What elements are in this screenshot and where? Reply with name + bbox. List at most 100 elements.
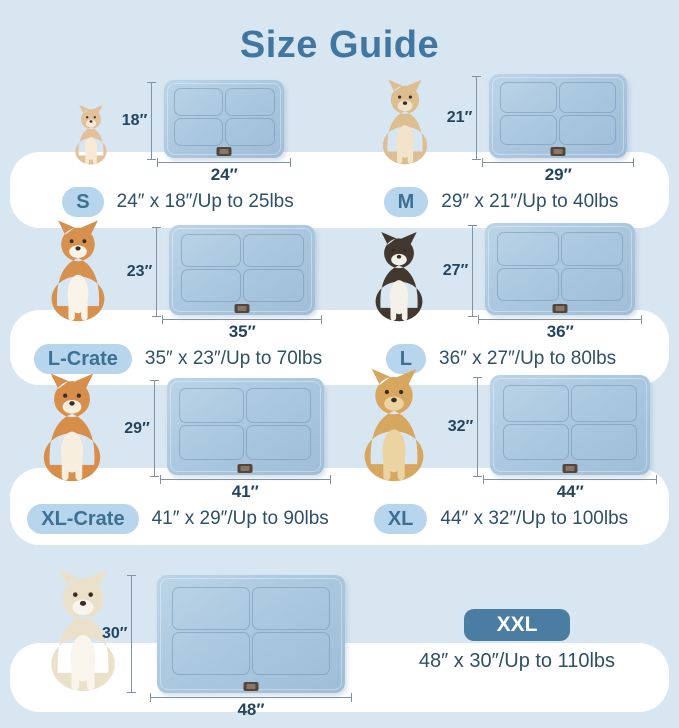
mat-quilt-stitching — [500, 82, 617, 146]
size-visual: 23″ 35″ — [34, 218, 323, 342]
size-badge-m: M — [383, 187, 429, 217]
mat-brand-tag — [550, 147, 566, 156]
size-card-l-crate: 23″ 35″ L-Crate 35″ x 23″/Up to 70lbs — [28, 218, 328, 385]
row-s-m: 18″ 24″ S 24″ x 18″/Up to 25lbs — [0, 74, 679, 228]
mat-quilt-stitching — [173, 87, 275, 147]
height-label: 21″ — [446, 109, 473, 126]
dog-body — [364, 368, 424, 482]
crate-mat-illustration — [166, 378, 324, 475]
dog-face — [72, 592, 94, 606]
dog-markings — [382, 396, 406, 481]
row-xlcrate-xl: 29″ 41″ XL-Crate 41″ x 29″/Up to 90lbs — [0, 368, 679, 545]
size-badge-xl: XL — [373, 504, 428, 534]
crate-mat-illustration — [164, 80, 285, 158]
dog-markings — [389, 253, 408, 321]
crate-mat-illustration — [489, 74, 628, 158]
height-label: 30″ — [102, 625, 128, 642]
height-dimension: 32″ — [448, 377, 483, 477]
dog-markings — [396, 100, 414, 164]
width-label: 35″ — [228, 322, 256, 341]
size-description: 48″ x 30″/Up to 110lbs — [418, 650, 616, 672]
size-caption: XL-Crate 41″ x 29″/Up to 90lbs — [27, 504, 329, 534]
size-description: 41″ x 29″/Up to 90lbs — [151, 508, 329, 529]
width-dimension: 44″ — [483, 475, 658, 502]
width-dimension: 24″ — [157, 158, 292, 185]
size-card-l: 27″ 36″ L 36″ x 27″/Up to 80lbs — [351, 210, 651, 385]
dog-illustration-chihuahua — [75, 104, 107, 165]
dog-face — [69, 239, 87, 251]
dog-body — [51, 220, 105, 322]
height-dimension-line — [472, 76, 482, 160]
size-caption-xxl: XXL 48″ x 30″/Up to 110lbs — [378, 609, 656, 673]
dog-body — [75, 104, 107, 165]
height-dimension: 23″ — [126, 227, 162, 317]
height-dimension: 21″ — [446, 76, 482, 160]
width-dimension-line — [478, 315, 643, 324]
width-label: 24″ — [210, 165, 238, 184]
dog-body — [51, 569, 115, 692]
size-card-m: 21″ 29″ M 29″ x 21″/Up to 40lbs — [351, 67, 651, 228]
dog-face — [85, 116, 96, 123]
height-dimension-line — [149, 380, 159, 477]
width-dimension: 29″ — [482, 158, 635, 185]
height-label: 29″ — [124, 419, 150, 437]
dog-markings — [67, 245, 89, 321]
mat-brand-tag — [234, 304, 250, 313]
mat-column: 35″ — [162, 225, 323, 342]
height-dimension-line — [127, 575, 137, 693]
dog-body — [375, 231, 423, 322]
size-badge-xl-crate: XL-Crate — [27, 504, 139, 534]
size-caption: XL 44″ x 32″/Up to 100lbs — [373, 504, 628, 534]
size-visual: 32″ 44″ — [345, 358, 658, 502]
dog-markings — [70, 599, 96, 691]
mat-column: 41″ — [159, 378, 331, 502]
size-badge-l: L — [385, 344, 427, 374]
mat-column: 44″ — [483, 375, 658, 502]
size-description: 35″ x 23″/Up to 70lbs — [144, 348, 323, 369]
size-caption: M 29″ x 21″/Up to 40lbs — [383, 187, 618, 217]
row-lcrate-l: 23″ 35″ L-Crate 35″ x 23″/Up to 70lbs — [0, 220, 679, 385]
mat-quilt-stitching — [179, 387, 312, 461]
dog-markings — [84, 119, 97, 165]
size-visual: 18″ 24″ — [65, 80, 292, 185]
size-visual: 27″ 36″ — [360, 210, 643, 342]
crate-mat-illustration — [169, 225, 316, 315]
mat-column: 48″ — [150, 575, 352, 720]
height-dimension-line — [473, 377, 483, 477]
size-visual: 29″ 41″ — [25, 364, 331, 502]
dog-face — [397, 95, 412, 105]
mat-brand-tag — [216, 147, 232, 156]
dog-body — [382, 79, 427, 165]
row-background-panel — [10, 152, 669, 228]
dog-illustration-fluffy-puppy — [382, 79, 427, 165]
dog-face — [63, 393, 82, 406]
dog-illustration-corgi — [51, 220, 105, 322]
size-description: 36″ x 27″/Up to 80lbs — [439, 348, 617, 369]
mat-brand-tag — [243, 682, 259, 691]
height-label: 23″ — [126, 263, 153, 280]
dog-face — [384, 389, 404, 403]
size-caption: L 36″ x 27″/Up to 80lbs — [385, 344, 617, 374]
dog-illustration-border-collie — [375, 231, 423, 322]
size-badge-xxl: XXL — [464, 609, 570, 641]
height-label: 18″ — [121, 112, 148, 129]
dog-illustration-golden-retriever — [364, 368, 424, 482]
width-dimension: 35″ — [162, 315, 323, 342]
crate-mat-illustration — [490, 375, 651, 475]
row-xxl: 30″ 48″ XXL 48″ x 30″/Up to 110lbs — [0, 551, 679, 719]
dog-body — [44, 373, 101, 482]
dog-illustration-shiba-inu — [44, 373, 101, 482]
mat-column: 36″ — [478, 223, 643, 342]
width-label: 48″ — [237, 700, 265, 719]
size-badge-s: S — [62, 187, 104, 217]
height-dimension: 29″ — [124, 380, 159, 477]
size-caption: L-Crate 35″ x 23″/Up to 70lbs — [33, 344, 323, 374]
crate-mat-illustration — [157, 575, 345, 693]
height-label: 27″ — [442, 262, 469, 279]
height-dimension-line — [468, 225, 478, 317]
size-caption: S 24″ x 18″/Up to 25lbs — [62, 187, 294, 217]
width-dimension: 41″ — [159, 475, 331, 502]
size-description: 24″ x 18″/Up to 25lbs — [116, 191, 294, 212]
height-dimension: 27″ — [442, 225, 478, 317]
width-dimension-line — [157, 158, 292, 167]
